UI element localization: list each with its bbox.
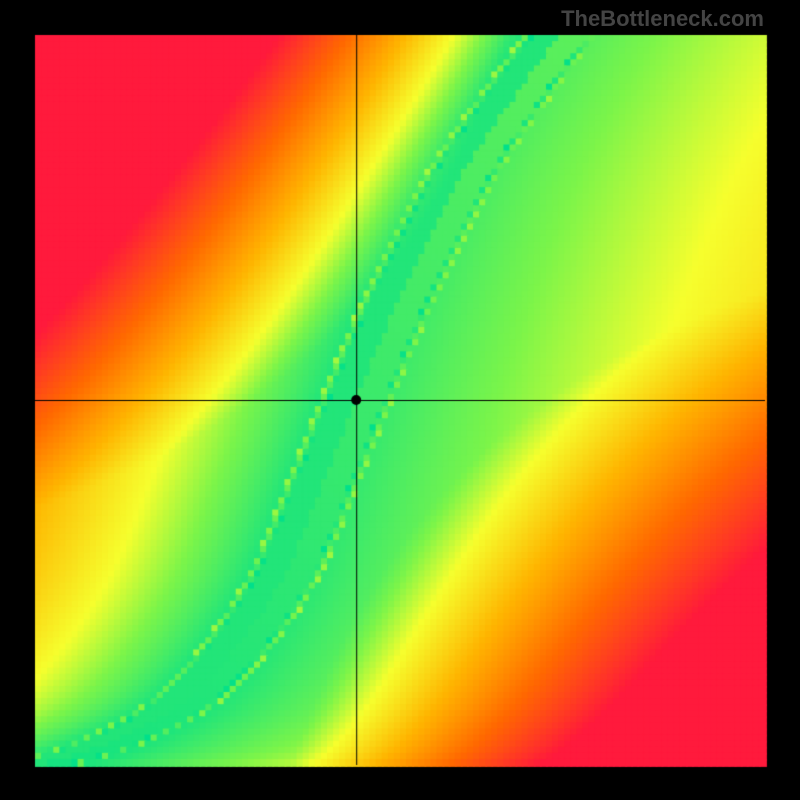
chart-container: TheBottleneck.com	[0, 0, 800, 800]
heatmap-canvas	[0, 0, 800, 800]
watermark-text: TheBottleneck.com	[561, 6, 764, 32]
